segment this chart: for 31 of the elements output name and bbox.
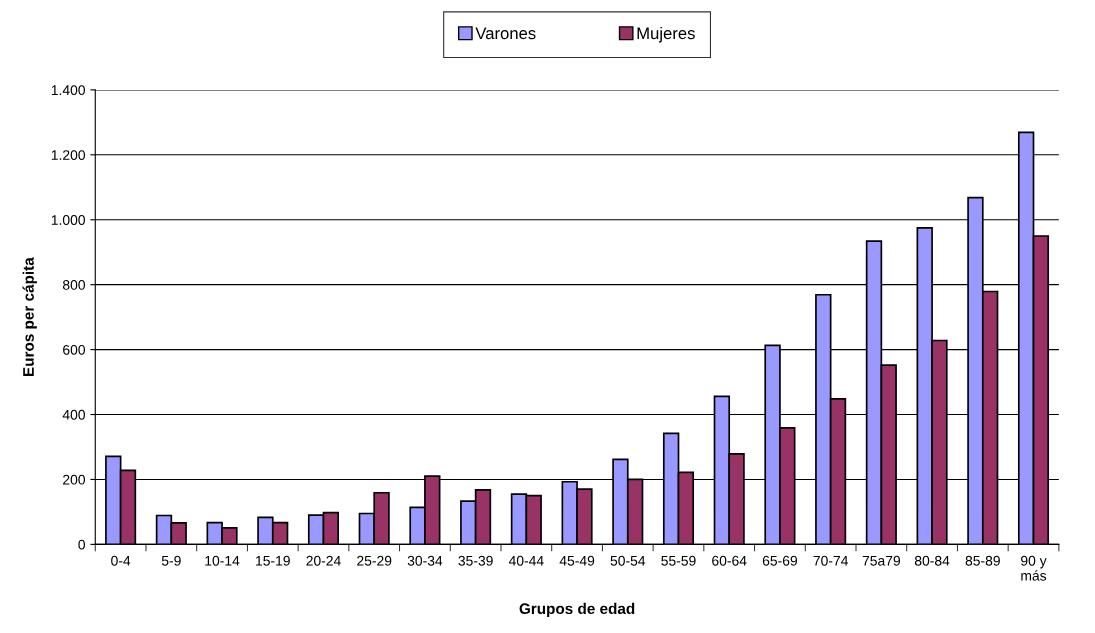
y-tick-label: 200 (63, 474, 85, 485)
x-tick-label: 60-64 (712, 555, 747, 566)
y-tick-label: 600 (63, 344, 85, 355)
y-tick-label: 400 (62, 409, 85, 420)
legend-label: Varones (475, 27, 536, 40)
x-tick-label: 90 y más (1021, 555, 1047, 581)
x-tick-label: 15-19 (256, 555, 290, 566)
x-tick-label: 25-29 (357, 555, 392, 566)
x-tick-label: 80-84 (914, 555, 950, 566)
y-tick-label: 1.400 (51, 85, 85, 96)
x-tick-label: 0-4 (111, 555, 131, 566)
x-tick-label: 75a79 (862, 555, 901, 566)
x-tick-label: 20-24 (306, 555, 341, 566)
x-tick-label: 50-54 (610, 555, 646, 566)
x-tick-label: 85-89 (965, 555, 1000, 566)
y-tick-label: 0 (78, 539, 85, 550)
y-tick-label: 800 (62, 280, 85, 290)
x-tick-label: 30-34 (407, 555, 443, 566)
x-axis-title: Grupos de edad (519, 602, 635, 618)
x-tick-label: 70-74 (813, 555, 848, 566)
x-tick-label: 10-14 (205, 555, 240, 566)
y-tick-label: 1.000 (51, 215, 85, 225)
legend-label: Mujeres (637, 26, 695, 43)
y-axis-title: Euros per cápita (22, 257, 37, 376)
x-tick-label: 65-69 (762, 555, 798, 566)
x-tick-label: 40-44 (508, 555, 544, 566)
x-tick-label: 55-59 (661, 555, 696, 566)
y-tick-label: 1.200 (51, 150, 85, 160)
x-tick-label: 5-9 (161, 555, 181, 566)
x-tick-label: 45-49 (559, 555, 595, 566)
x-tick-label: 35-39 (458, 555, 493, 566)
